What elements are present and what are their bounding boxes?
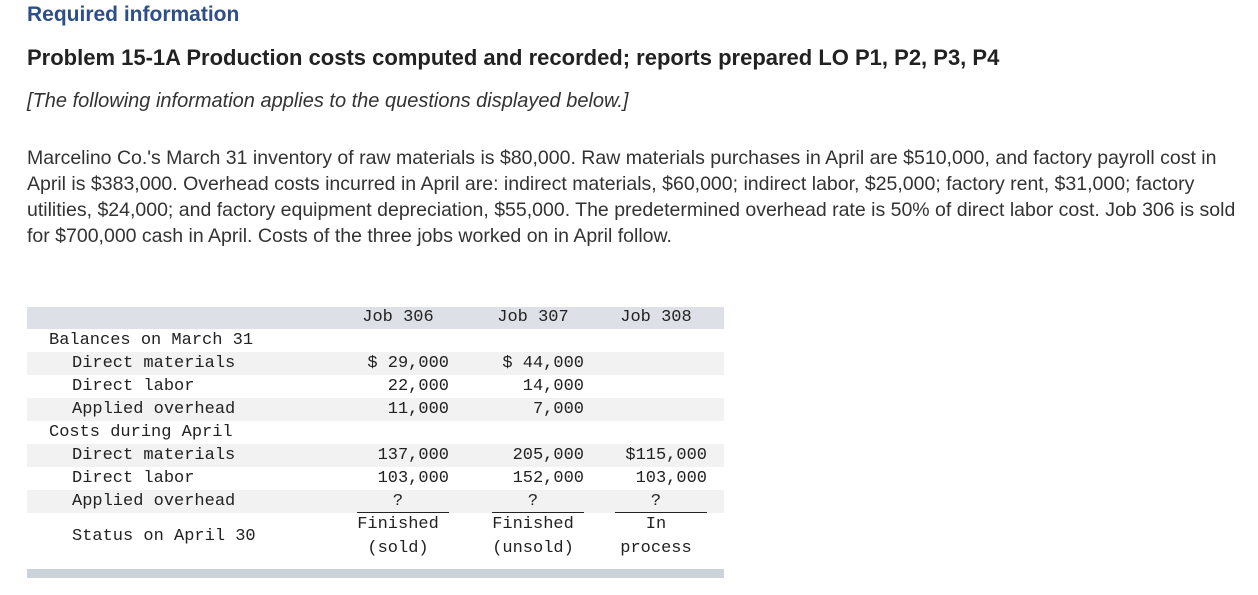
row-label: Direct labor [72, 377, 195, 396]
status-text: (sold) [367, 539, 429, 558]
table-cell: 137,000 [377, 446, 449, 465]
section-label-march: Balances on March 31 [49, 331, 254, 350]
table-header-band [27, 307, 724, 329]
row-band [27, 352, 724, 375]
table-cell: 205,000 [512, 446, 584, 465]
table-cell: ? [650, 492, 662, 511]
row-label: Direct materials [72, 446, 236, 465]
table-cell: 22,000 [387, 377, 449, 396]
table-footer-band [27, 569, 724, 578]
table-cell: 11,000 [387, 400, 449, 419]
underline-rule [492, 512, 584, 513]
status-text: Finished [492, 515, 574, 534]
table-cell [605, 375, 707, 398]
col-header-job-306: Job 306 [362, 308, 434, 327]
row-label-status: Status on April 30 [72, 527, 256, 546]
row-band [27, 490, 724, 513]
table-cell: $ 44,000 [502, 354, 584, 373]
table-cell [605, 352, 707, 375]
status-text: (unsold) [492, 539, 574, 558]
row-label: Direct labor [72, 469, 195, 488]
instruction-note: [The following information applies to th… [27, 90, 629, 112]
row-label: Applied overhead [72, 400, 236, 419]
table-cell: ? [392, 492, 404, 511]
col-header-job-307: Job 307 [497, 308, 569, 327]
underline-rule [615, 512, 707, 513]
underline-rule [357, 512, 449, 513]
row-label: Applied overhead [72, 492, 236, 511]
section-label-april: Costs during April [49, 423, 233, 442]
status-text: In [645, 515, 667, 534]
table-cell [605, 398, 707, 421]
table-cell: 14,000 [522, 377, 584, 396]
table-cell: $ 29,000 [367, 354, 449, 373]
status-text: process [620, 539, 692, 558]
table-cell: 7,000 [532, 400, 584, 419]
row-label: Direct materials [72, 354, 236, 373]
problem-description: Marcelino Co.'s March 31 inventory of ra… [27, 147, 1236, 247]
row-band [27, 398, 724, 421]
required-information-heading: Required information [27, 3, 240, 26]
table-cell: $115,000 [625, 446, 707, 465]
row-band [27, 444, 724, 467]
table-cell: ? [527, 492, 539, 511]
table-cell: 103,000 [377, 469, 449, 488]
problem-title: Problem 15-1A Production costs computed … [27, 45, 1000, 70]
status-text: Finished [357, 515, 439, 534]
job-cost-table: Job 306 Job 307 Job 308 Balances on Marc… [27, 307, 724, 578]
table-cell: 152,000 [512, 469, 584, 488]
table-cell: 103,000 [635, 469, 707, 488]
col-header-job-308: Job 308 [620, 308, 692, 327]
